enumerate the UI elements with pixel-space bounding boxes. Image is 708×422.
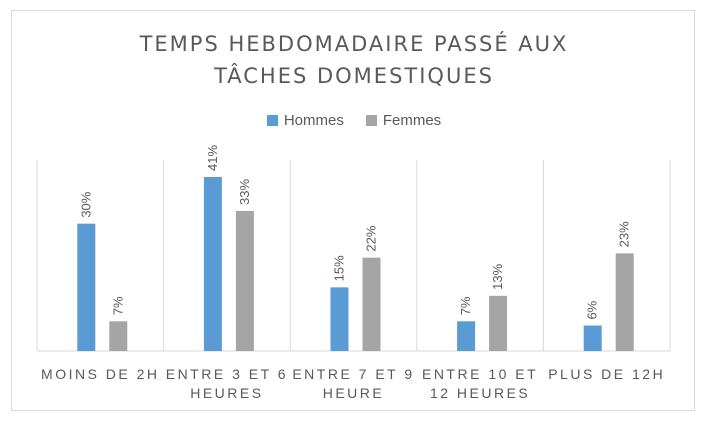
bar-hommes-3: [330, 287, 349, 351]
bar-femmes-3: [362, 257, 381, 351]
data-label-femmes-5: 23%: [617, 221, 632, 247]
category-label-2: HEURES: [190, 385, 263, 401]
data-label-femmes-2: 33%: [237, 178, 252, 204]
bar-hommes-5: [583, 325, 602, 351]
chart-title-line-1: TEMPS HEBDOMADAIRE PASSÉ AUX: [139, 32, 569, 56]
bar-femmes-2: [235, 210, 254, 351]
bar-femmes-1: [109, 321, 128, 351]
data-label-femmes-1: 7%: [110, 296, 125, 315]
category-label-5: PLUS DE 12H: [548, 366, 665, 382]
bar-femmes-4: [489, 295, 508, 351]
category-label-3: ENTRE 7 ET 9: [292, 366, 414, 382]
data-label-hommes-2: 41%: [205, 145, 220, 171]
category-label-2: ENTRE 3 ET 6: [166, 366, 288, 382]
legend-swatch-hommes: [266, 115, 278, 126]
data-label-femmes-4: 13%: [490, 263, 505, 289]
data-label-hommes-4: 7%: [458, 296, 473, 315]
chart-legend: Hommes Femmes: [0, 112, 708, 129]
legend-label-femmes: Femmes: [382, 112, 442, 129]
data-label-hommes-3: 15%: [332, 255, 347, 281]
bar-hommes-4: [457, 321, 476, 351]
chart-title-line-2: TÂCHES DOMESTIQUES: [214, 64, 494, 88]
legend-item-femmes: Femmes: [365, 112, 442, 129]
category-label-4: 12 HEURES: [430, 385, 530, 401]
chart-title: TEMPS HEBDOMADAIRE PASSÉ AUX TÂCHES DOME…: [0, 28, 708, 92]
data-label-hommes-1: 30%: [78, 191, 93, 217]
bar-femmes-5: [615, 253, 634, 351]
bar-hommes-1: [77, 223, 96, 351]
category-label-1: MOINS DE 2H: [41, 366, 160, 382]
legend-swatch-femmes: [365, 115, 377, 126]
data-label-hommes-5: 6%: [585, 300, 600, 319]
bar-hommes-2: [203, 176, 222, 351]
category-label-3: HEURE: [323, 385, 385, 401]
data-label-femmes-3: 22%: [364, 225, 379, 251]
legend-label-hommes: Hommes: [283, 112, 344, 129]
legend-item-hommes: Hommes: [266, 112, 344, 129]
category-label-4: ENTRE 10 ET: [422, 366, 538, 382]
